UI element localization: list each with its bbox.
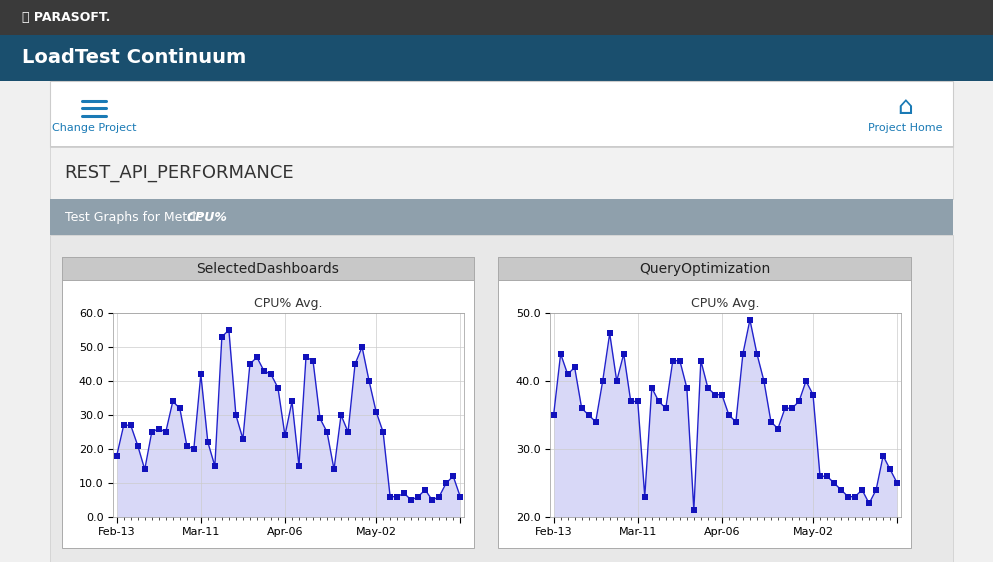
Text: ⌗ PARASOFT.: ⌗ PARASOFT. — [22, 11, 110, 24]
Title: CPU% Avg.: CPU% Avg. — [691, 297, 760, 310]
Text: REST_API_PERFORMANCE: REST_API_PERFORMANCE — [65, 164, 294, 182]
Bar — [50, 199, 953, 235]
Bar — [62, 257, 474, 548]
Bar — [50, 147, 953, 199]
Text: Test Graphs for Metric: Test Graphs for Metric — [65, 211, 207, 224]
Title: CPU% Avg.: CPU% Avg. — [254, 297, 323, 310]
Bar — [50, 81, 953, 147]
Text: ⌂: ⌂ — [898, 96, 914, 119]
Bar — [498, 257, 911, 548]
Text: Change Project: Change Project — [52, 123, 137, 133]
Bar — [0, 35, 993, 81]
Text: LoadTest Continuum: LoadTest Continuum — [22, 48, 246, 67]
Bar — [498, 257, 911, 280]
Text: QueryOptimization: QueryOptimization — [638, 262, 771, 275]
Bar — [0, 0, 993, 35]
Bar — [0, 81, 993, 562]
Bar — [50, 235, 953, 562]
Text: Project Home: Project Home — [868, 123, 943, 133]
Bar — [50, 146, 953, 147]
Text: CPU%: CPU% — [187, 211, 227, 224]
Bar — [62, 257, 474, 280]
Text: SelectedDashboards: SelectedDashboards — [197, 262, 339, 275]
